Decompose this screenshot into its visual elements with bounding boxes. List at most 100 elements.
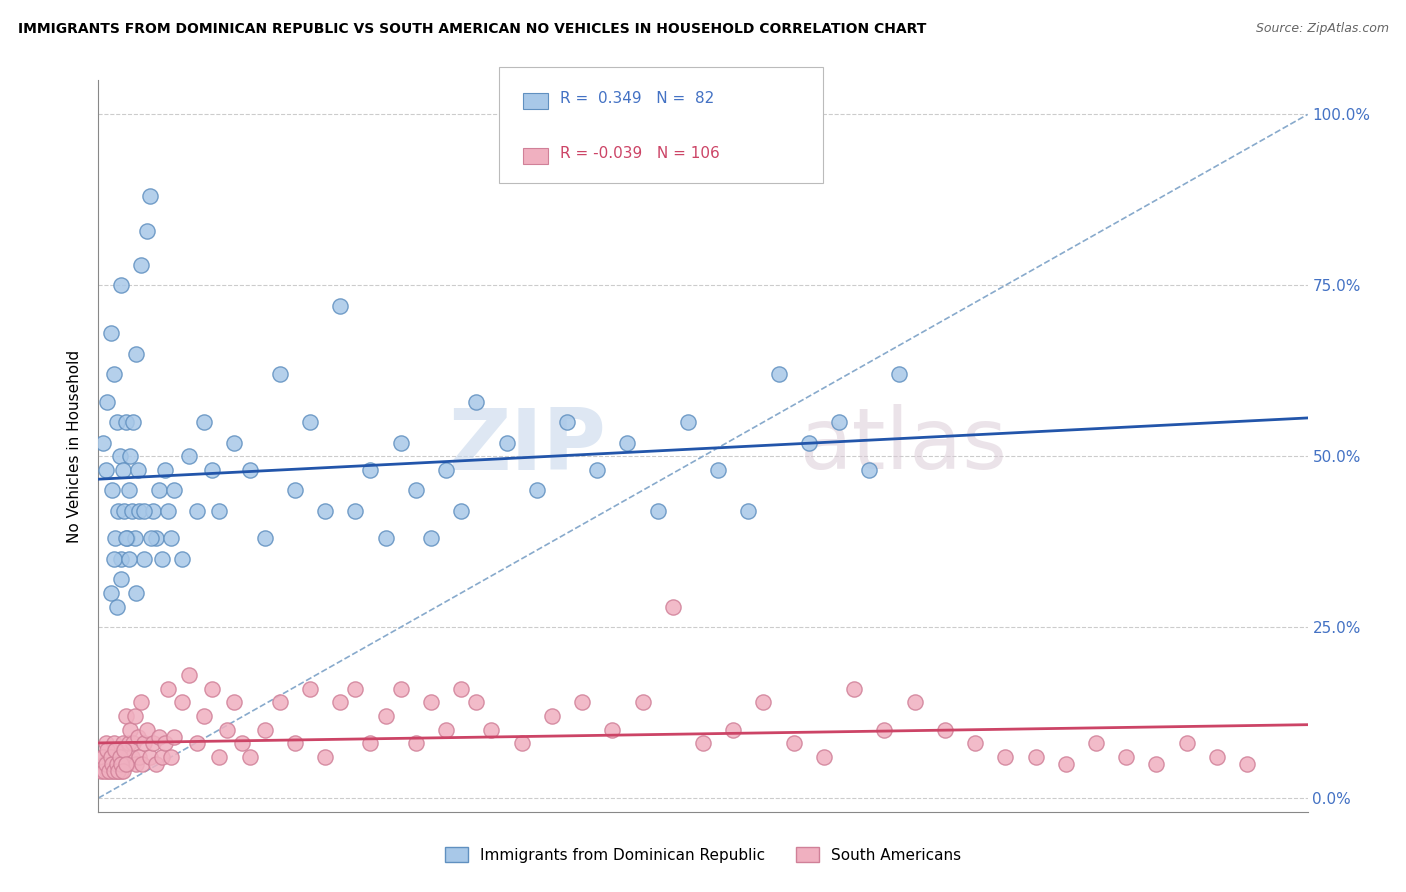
Text: R =  0.349   N =  82: R = 0.349 N = 82 [560, 91, 714, 105]
Point [510, 736, 533, 750]
Point [828, 415, 851, 429]
Point [105, 756, 128, 771]
Point [100, 756, 122, 771]
Point [170, 695, 193, 709]
Point [269, 368, 291, 382]
Point [145, 756, 167, 771]
Point [94, 736, 117, 750]
Point [1236, 756, 1258, 771]
Point [193, 415, 215, 429]
Point [148, 483, 170, 498]
Point [112, 750, 135, 764]
Point [127, 463, 149, 477]
Point [450, 504, 472, 518]
Point [170, 551, 193, 566]
Point [797, 435, 820, 450]
Point [186, 736, 208, 750]
Point [284, 736, 307, 750]
Point [142, 736, 165, 750]
Point [91, 750, 114, 764]
Point [723, 723, 745, 737]
Point [253, 723, 276, 737]
Point [96, 764, 118, 778]
Point [96, 743, 118, 757]
Point [329, 299, 352, 313]
Point [1024, 750, 1046, 764]
Point [540, 709, 562, 723]
Point [631, 695, 654, 709]
Point [101, 756, 124, 771]
Point [90, 764, 112, 778]
Point [129, 258, 152, 272]
Point [215, 723, 238, 737]
Point [125, 347, 148, 361]
Point [121, 750, 143, 764]
Point [1175, 736, 1198, 750]
Point [389, 681, 412, 696]
Point [132, 504, 155, 518]
Point [101, 483, 124, 498]
Text: atlas: atlas [800, 404, 1008, 488]
Text: ZIP: ZIP [449, 404, 606, 488]
Point [93, 764, 115, 778]
Point [555, 415, 578, 429]
Point [115, 531, 138, 545]
Point [100, 750, 122, 764]
Point [142, 504, 165, 518]
Point [434, 723, 457, 737]
Point [1144, 756, 1167, 771]
Point [131, 756, 153, 771]
Point [103, 764, 125, 778]
Point [96, 394, 118, 409]
Point [284, 483, 307, 498]
Point [93, 756, 115, 771]
Point [239, 463, 262, 477]
Point [139, 750, 162, 764]
Point [105, 415, 128, 429]
Point [737, 504, 759, 518]
Point [104, 750, 127, 764]
Point [110, 756, 132, 771]
Point [586, 463, 609, 477]
Point [105, 599, 128, 614]
Point [94, 756, 117, 771]
Point [239, 750, 262, 764]
Point [465, 695, 488, 709]
Point [114, 531, 136, 545]
Point [768, 368, 790, 382]
Point [111, 736, 134, 750]
Point [107, 504, 129, 518]
Point [98, 750, 121, 764]
Point [120, 449, 142, 463]
Y-axis label: No Vehicles in Household: No Vehicles in Household [67, 350, 83, 542]
Point [224, 695, 246, 709]
Point [150, 750, 173, 764]
Point [141, 531, 163, 545]
Point [1206, 750, 1229, 764]
Point [104, 743, 127, 757]
Point [405, 483, 427, 498]
Point [193, 709, 215, 723]
Point [112, 504, 135, 518]
Point [844, 681, 866, 696]
Point [101, 764, 124, 778]
Point [156, 681, 179, 696]
Point [420, 531, 443, 545]
Point [91, 750, 114, 764]
Point [132, 736, 155, 750]
Point [495, 435, 517, 450]
Point [118, 483, 141, 498]
Point [110, 572, 132, 586]
Point [360, 736, 382, 750]
Point [122, 415, 145, 429]
Point [135, 723, 157, 737]
Point [112, 743, 135, 757]
Point [129, 695, 152, 709]
Point [389, 435, 412, 450]
Point [179, 449, 201, 463]
Point [160, 750, 183, 764]
Point [374, 709, 396, 723]
Point [752, 695, 775, 709]
Point [103, 551, 125, 566]
Point [125, 756, 148, 771]
